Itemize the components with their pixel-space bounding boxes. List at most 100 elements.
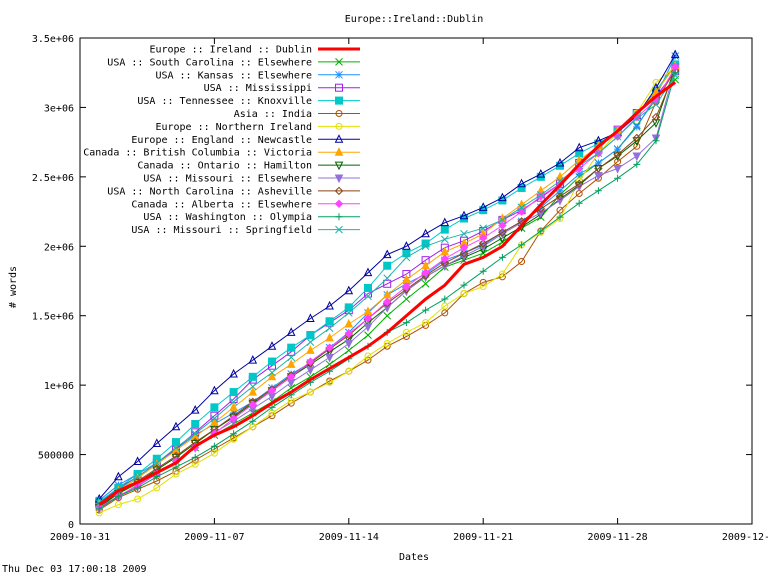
data-point bbox=[441, 295, 449, 303]
data-point bbox=[152, 459, 161, 467]
data-point bbox=[364, 283, 372, 292]
legend-entry: USA :: North Carolina :: Asheville bbox=[107, 186, 360, 197]
data-point bbox=[325, 300, 334, 310]
data-point bbox=[230, 430, 238, 438]
data-point bbox=[651, 112, 661, 122]
data-point bbox=[478, 233, 488, 243]
legend-entry: Asia :: India bbox=[234, 109, 360, 120]
data-point bbox=[440, 217, 450, 227]
data-point bbox=[152, 438, 162, 447]
data-point bbox=[652, 100, 660, 109]
data-point bbox=[191, 420, 200, 429]
data-point bbox=[306, 313, 315, 322]
data-point bbox=[555, 196, 565, 206]
data-point bbox=[248, 382, 257, 391]
data-point bbox=[229, 368, 238, 378]
data-point bbox=[383, 311, 392, 320]
legend-marker bbox=[335, 96, 343, 105]
data-point bbox=[460, 281, 468, 289]
data-point bbox=[460, 289, 468, 297]
legend-entry: Europe :: Northern Ireland bbox=[155, 122, 360, 133]
data-point bbox=[172, 443, 180, 452]
legend-label: USA :: Missouri :: Elsewhere bbox=[143, 174, 312, 185]
data-point bbox=[421, 228, 430, 238]
data-point bbox=[518, 258, 526, 266]
data-point bbox=[633, 142, 641, 150]
data-point bbox=[191, 429, 200, 438]
data-point bbox=[402, 253, 411, 262]
data-point bbox=[459, 243, 469, 252]
data-point bbox=[210, 442, 218, 450]
y-tick-label: 500000 bbox=[38, 451, 74, 462]
data-point bbox=[556, 186, 564, 195]
data-point bbox=[344, 346, 353, 355]
data-point bbox=[248, 372, 257, 381]
x-tick-label: 2009-11-28 bbox=[587, 532, 647, 543]
legend-marker bbox=[335, 225, 343, 234]
legend-marker bbox=[335, 70, 343, 79]
data-point bbox=[536, 203, 545, 212]
legend-entry: USA :: South Carolina :: Elsewhere bbox=[107, 57, 360, 68]
data-point bbox=[440, 258, 450, 268]
data-point bbox=[594, 159, 603, 167]
data-point bbox=[594, 164, 603, 173]
data-point bbox=[229, 397, 238, 406]
data-point bbox=[441, 309, 449, 317]
data-point bbox=[537, 227, 545, 235]
data-point bbox=[517, 178, 526, 188]
plot-frame bbox=[79, 37, 753, 525]
data-point bbox=[517, 199, 526, 209]
data-point bbox=[517, 183, 526, 192]
data-point bbox=[172, 470, 180, 478]
data-point bbox=[574, 179, 584, 189]
data-point bbox=[190, 405, 200, 414]
data-point bbox=[325, 332, 334, 342]
legend-entry: USA :: Kansas :: Elsewhere bbox=[155, 70, 360, 81]
legend-label: USA :: Washington :: Olympia bbox=[143, 212, 312, 223]
data-point bbox=[133, 456, 142, 466]
data-point bbox=[383, 261, 392, 270]
data-point bbox=[498, 216, 507, 224]
legend-marker bbox=[335, 122, 343, 130]
legend-label: Asia :: India bbox=[234, 109, 312, 120]
data-point bbox=[345, 367, 353, 375]
data-point bbox=[575, 170, 584, 178]
data-point bbox=[574, 142, 584, 152]
x-tick-label: 2009-10-31 bbox=[50, 532, 110, 543]
y-tick-label: 1.5e+06 bbox=[32, 312, 74, 323]
data-point bbox=[364, 356, 372, 364]
series-layer bbox=[94, 49, 680, 517]
legend-entry: USA :: Missouri :: Elsewhere bbox=[143, 174, 360, 185]
data-point bbox=[613, 145, 622, 153]
data-point bbox=[459, 210, 469, 220]
data-point bbox=[556, 213, 564, 221]
data-point bbox=[671, 52, 680, 60]
data-point bbox=[479, 283, 487, 291]
legend-entry: Europe :: Ireland :: Dublin bbox=[149, 45, 360, 56]
data-point bbox=[422, 319, 430, 327]
data-point bbox=[536, 209, 546, 219]
legend-label: USA :: North Carolina :: Asheville bbox=[107, 186, 312, 197]
timestamp-footer: Thu Dec 03 17:00:18 2009 bbox=[2, 564, 147, 575]
data-point bbox=[402, 282, 411, 291]
data-point bbox=[153, 473, 161, 481]
data-point bbox=[229, 409, 238, 417]
data-point bbox=[478, 202, 488, 211]
legend-label: Canada :: Ontario :: Hamilton bbox=[137, 161, 312, 172]
data-point bbox=[364, 352, 372, 360]
data-point bbox=[364, 331, 372, 340]
data-point bbox=[421, 242, 430, 251]
data-point bbox=[536, 168, 546, 178]
data-point bbox=[440, 235, 449, 244]
legend-label: Europe :: England :: Newcastle bbox=[131, 135, 312, 146]
y-tick-label: 3e+06 bbox=[44, 103, 74, 114]
data-point bbox=[267, 386, 277, 395]
data-point bbox=[613, 165, 622, 174]
data-point bbox=[286, 359, 296, 368]
data-point bbox=[575, 199, 583, 207]
data-point bbox=[344, 303, 353, 312]
legend-entry: USA :: Tennessee :: Knoxville bbox=[137, 96, 360, 107]
plot-border bbox=[79, 37, 753, 525]
data-point bbox=[594, 149, 603, 158]
